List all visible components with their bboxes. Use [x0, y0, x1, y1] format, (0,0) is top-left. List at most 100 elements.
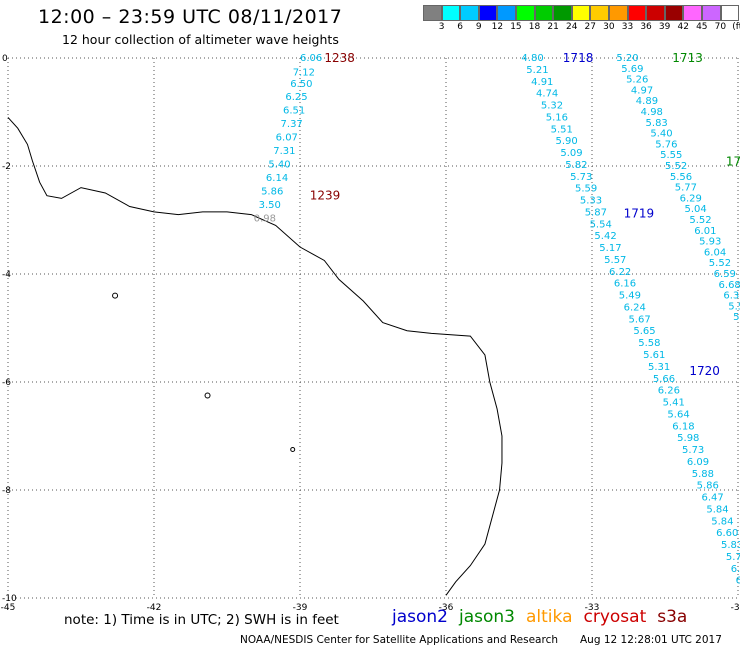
- wave-height-value: 6.3: [723, 291, 739, 302]
- wave-height-value: 5.5: [728, 301, 740, 312]
- wave-height-value: 4.89: [636, 96, 658, 107]
- legend-label: 24: [565, 22, 578, 32]
- wave-height-value: 5.83: [646, 118, 668, 129]
- wave-height-value: 5.: [733, 312, 740, 323]
- wave-height-value: 6.01: [694, 226, 716, 237]
- legend-label: 9: [475, 22, 482, 32]
- legend-swatch: [553, 5, 572, 21]
- legend-label: 21: [547, 22, 559, 32]
- wave-height-value: 6.04: [704, 247, 726, 258]
- legend-swatch: [423, 5, 442, 21]
- wave-height-value: 5.67: [629, 314, 651, 325]
- lon-tick-label: -33: [585, 603, 600, 613]
- pass-time-label: 1239: [310, 189, 341, 203]
- wave-height-value: 5.40: [268, 159, 290, 170]
- pass-time-label: 1720: [689, 364, 720, 378]
- lon-tick-label: -30: [731, 603, 740, 613]
- wave-height-value: 4.91: [531, 77, 553, 88]
- wave-height-value: 5.32: [541, 101, 563, 112]
- wave-height-value: 6.25: [285, 92, 307, 103]
- wave-height-value: 5.51: [551, 124, 573, 135]
- wave-height-value: 5.04: [684, 204, 706, 215]
- satellite-legend-s3a: s3a: [657, 607, 688, 627]
- wave-height-value: 5.65: [633, 326, 655, 337]
- legend-label: 39: [658, 22, 671, 32]
- satellite-legend: jason2 jason3 altika cryosat s3a: [392, 607, 698, 627]
- satellite-legend-jason2: jason2: [392, 607, 448, 627]
- legend-label: 12: [491, 22, 504, 32]
- satellite-legend-jason3: jason3: [459, 607, 515, 627]
- lon-tick-label: -42: [147, 603, 162, 613]
- lat-tick-label: -2: [2, 162, 11, 172]
- wave-height-value: 5.69: [621, 64, 643, 75]
- legend-label: 36: [640, 22, 652, 32]
- legend-label: 70: [714, 22, 727, 32]
- wave-height-value: 5.52: [665, 161, 687, 172]
- pass-time-label: 1718: [563, 51, 594, 65]
- wave-height-value: 6.09: [687, 457, 709, 468]
- wave-height-value: 6.05: [731, 564, 740, 575]
- wave-height-value: 5.75: [726, 552, 740, 563]
- wave-height-value: 6.50: [290, 79, 312, 90]
- wave-height-value: 5.86: [261, 186, 283, 197]
- legend-swatch: [534, 5, 554, 21]
- lat-tick-label: -10: [2, 594, 17, 604]
- legend-swatch: [683, 5, 702, 21]
- legend-swatch: [571, 5, 591, 21]
- inland-lake: [112, 292, 119, 299]
- wave-height-value: 5.52: [689, 215, 711, 226]
- wave-height-value: 5.57: [604, 255, 626, 266]
- lon-tick-label: -39: [293, 603, 308, 613]
- legend-swatch: [497, 5, 516, 21]
- wave-height-value: 6.22: [609, 267, 631, 278]
- inland-lake: [290, 447, 296, 452]
- wave-height-value: 6.24: [624, 302, 646, 313]
- wave-height-value: 5.49: [619, 291, 641, 302]
- legend-swatch: [664, 5, 684, 21]
- wave-height-value: 6.26: [658, 386, 680, 397]
- wave-height-value: 6.07: [276, 132, 298, 143]
- wave-height-value: 0.98: [254, 213, 276, 224]
- lat-tick-label: -6: [2, 378, 11, 388]
- pass-time-label: 1719: [624, 207, 655, 221]
- pass-time-label: 1238: [324, 51, 355, 65]
- wave-height-value: 5.83: [721, 540, 740, 551]
- pass-time-label: 1713: [672, 51, 703, 65]
- legend-swatch: [608, 5, 628, 21]
- lat-tick-label: 0: [2, 54, 8, 64]
- coastline: [7, 117, 503, 596]
- wave-height-value: 6.60: [716, 528, 738, 539]
- legend-label: 30: [603, 22, 615, 32]
- wave-height-value: 5.73: [570, 172, 592, 183]
- wave-height-value: 5.73: [682, 445, 704, 456]
- wave-height-value: 3.50: [259, 200, 281, 211]
- wave-height-value: 6.14: [266, 173, 288, 184]
- wave-height-value: 5.66: [653, 374, 675, 385]
- color-legend-bar: [423, 5, 740, 21]
- wave-height-value: 5.87: [585, 207, 607, 218]
- wave-height-value: 5.98: [677, 433, 699, 444]
- map-subtitle: 12 hour collection of altimeter wave hei…: [62, 32, 339, 47]
- pass-time-label: 171: [726, 155, 740, 169]
- wave-height-value: 6.59: [714, 269, 736, 280]
- wave-height-value: 5.09: [560, 148, 582, 159]
- map-title: 12:00 – 23:59 UTC 08/11/2017: [38, 6, 343, 28]
- wave-height-value: 5.40: [650, 129, 672, 140]
- wave-height-value: 4.74: [536, 89, 558, 100]
- legend-label: 15: [510, 22, 522, 32]
- lat-tick-label: -4: [2, 270, 11, 280]
- legend-label: 42: [677, 22, 689, 32]
- wave-height-value: 5.93: [699, 237, 721, 248]
- wave-height-value: 5.31: [648, 362, 670, 373]
- generated-timestamp: Aug 12 12:28:01 UTC 2017: [580, 634, 722, 646]
- wave-height-value: 5.84: [706, 504, 728, 515]
- legend-label: 18: [528, 22, 541, 32]
- legend-swatch: [478, 5, 498, 21]
- wave-height-value: 5.76: [655, 139, 677, 150]
- legend-swatch: [627, 5, 647, 21]
- legend-label: 3: [438, 22, 445, 32]
- wave-height-value: 6.16: [614, 279, 636, 290]
- wave-height-value: 5.61: [643, 350, 665, 361]
- lon-tick-label: -36: [439, 603, 454, 613]
